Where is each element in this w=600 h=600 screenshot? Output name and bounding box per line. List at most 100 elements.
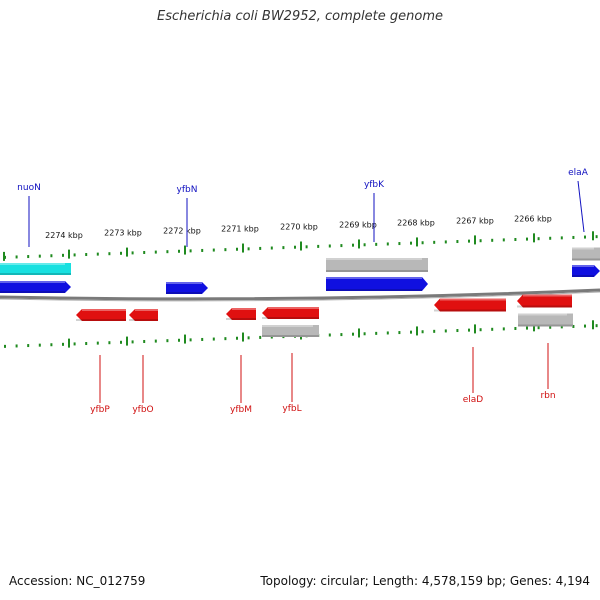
reverse-gene-rbn (517, 294, 572, 308)
bottom-scale-tick (444, 329, 447, 333)
forward-gene-elaA (572, 265, 600, 277)
top-scale-major-tick (300, 241, 302, 251)
bottom-scale-tick (514, 326, 517, 330)
bottom-scale-tick (143, 339, 146, 343)
bottom-scale-tick (131, 340, 134, 344)
forward-gene-yfbK (326, 277, 428, 291)
top-scale-tick (282, 246, 285, 250)
bottom-scale-major-tick (126, 336, 128, 346)
top-scale-tick (421, 241, 424, 245)
bottom-scale-tick (166, 339, 169, 343)
bottom-scale-tick (560, 325, 563, 329)
reverse-gene-yfbL (262, 307, 319, 319)
bottom-scale-major-tick (533, 322, 535, 332)
top-scale-tick (491, 238, 494, 242)
bottom-scale-tick (491, 327, 494, 331)
top-scale-tick (62, 253, 64, 257)
bottom-scale-tick (328, 333, 331, 337)
forward-gene-yfbN (166, 282, 208, 294)
top-scale-tick (27, 255, 30, 259)
forward-gene-nuoN (0, 281, 71, 293)
bottom-scale-tick (27, 344, 30, 348)
top-scale-major-tick (358, 239, 360, 249)
top-scale-tick (270, 246, 273, 250)
bottom-scale-major-tick (242, 332, 244, 342)
top-scale-tick (537, 237, 540, 241)
top-scale-major-tick (592, 231, 594, 241)
top-scale-major-tick (126, 247, 128, 257)
bottom-scale-major-tick (184, 334, 186, 344)
scale-label-kbp: 2270 kbp (280, 223, 318, 232)
bottom-scale-tick (526, 326, 528, 330)
bottom-gene-label: yfbM (230, 405, 252, 415)
bottom-scale-tick (537, 326, 540, 330)
bottom-scale-tick (85, 342, 88, 346)
top-scale-tick (572, 235, 575, 239)
bottom-scale-major-tick (358, 328, 360, 338)
top-scale-tick (201, 248, 204, 252)
top-gene-label: yfbK (364, 180, 385, 190)
top-scale-tick (317, 244, 320, 248)
top-scale-tick (73, 253, 76, 257)
top-gene-leader-line (577, 180, 585, 233)
reverse-gene-yfbP (76, 309, 126, 321)
scale-label-kbp: 2267 kbp (456, 216, 494, 225)
top-gene-label: yfbN (177, 185, 198, 195)
bottom-scale-tick (549, 325, 552, 329)
bottom-gene-label: yfbO (132, 405, 153, 415)
scale-label-kbp: 2269 kbp (339, 220, 377, 229)
top-scale-tick (468, 239, 470, 243)
top-scale-tick (305, 245, 308, 249)
reverse-gene-yfbM (226, 308, 256, 320)
bottom-scale-tick (340, 333, 343, 337)
bottom-scale-tick (236, 336, 238, 340)
top-scale-tick (595, 235, 598, 239)
bottom-scale-tick (212, 337, 215, 341)
gray-feature-rbn (518, 313, 573, 327)
bottom-scale-tick (468, 328, 470, 332)
top-scale-tick (514, 237, 517, 241)
bottom-scale-tick (50, 343, 53, 347)
topology-text: Topology: circular; Length: 4,578,159 bp… (260, 574, 590, 588)
bottom-scale-tick (247, 336, 250, 340)
genome-backbone (0, 288, 600, 301)
scale-label-kbp: 2274 kbp (45, 231, 83, 240)
bottom-scale-tick (584, 324, 586, 328)
genome-backbone-shadow (0, 291, 600, 302)
top-scale-tick (386, 242, 389, 246)
bottom-scale-tick (73, 342, 76, 346)
bottom-scale-tick (352, 332, 354, 336)
top-scale-tick (247, 247, 250, 251)
top-scale-tick (363, 243, 366, 247)
top-scale-major-tick (533, 233, 535, 243)
bottom-scale-major-tick (474, 324, 476, 334)
top-scale-tick (375, 242, 378, 246)
bottom-scale-major-tick (416, 326, 418, 336)
bottom-scale-tick (595, 324, 598, 328)
bottom-gene-label: yfbP (90, 405, 110, 415)
bottom-scale-tick (572, 324, 575, 328)
bottom-scale-tick (398, 331, 401, 335)
gray-feature-yfbL (262, 325, 319, 337)
top-scale-major-tick (474, 235, 476, 245)
scale-label-kbp: 2266 kbp (514, 214, 552, 223)
bottom-scale-tick (4, 344, 6, 348)
bottom-scale-tick (189, 338, 192, 342)
top-scale-tick (85, 253, 88, 257)
top-scale-tick (108, 252, 111, 256)
bottom-scale-tick (363, 332, 366, 336)
genome-title: Escherichia coli BW2952, complete genome (157, 9, 443, 24)
bottom-scale-tick (433, 329, 436, 333)
top-scale-major-tick (416, 237, 418, 247)
reverse-gene-yfbO (129, 309, 158, 321)
top-scale-tick (15, 255, 18, 259)
top-scale-tick (166, 250, 169, 254)
top-scale-tick (502, 238, 505, 242)
bottom-scale-major-tick (592, 320, 594, 330)
top-gene-label: nuoN (17, 183, 41, 193)
top-scale-tick (120, 251, 122, 255)
bottom-scale-tick (201, 337, 204, 341)
top-scale-tick (236, 247, 238, 251)
top-scale-tick (328, 244, 331, 248)
bottom-scale-tick (108, 341, 111, 345)
